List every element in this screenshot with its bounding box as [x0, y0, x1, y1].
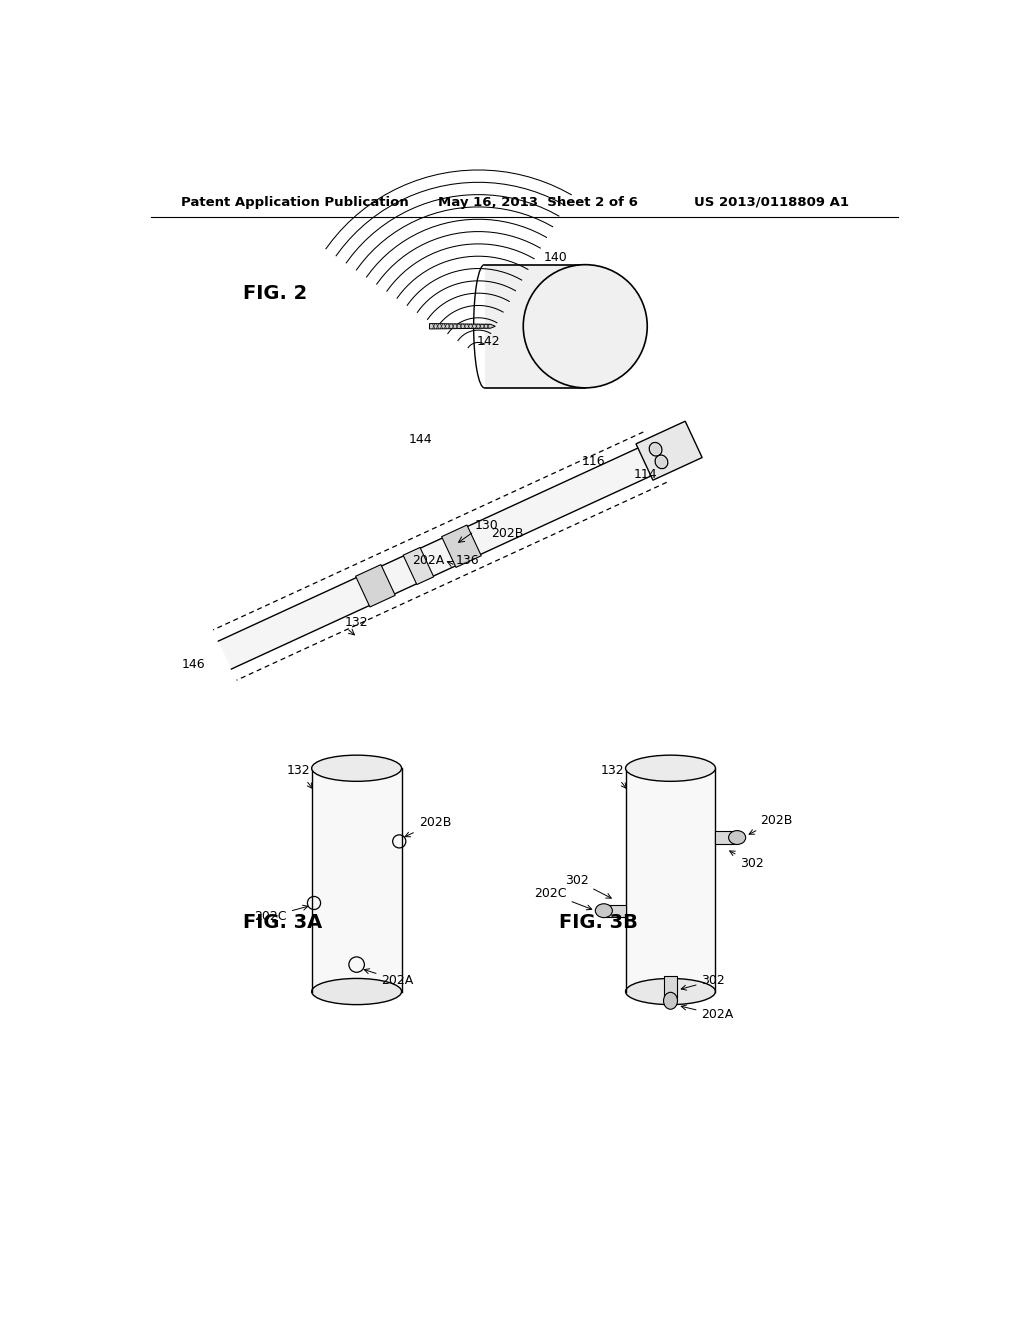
- Text: 202C: 202C: [254, 906, 308, 923]
- Text: 202B: 202B: [750, 813, 793, 834]
- Polygon shape: [403, 548, 434, 585]
- Text: 202A: 202A: [681, 1005, 734, 1022]
- Text: FIG. 3A: FIG. 3A: [243, 913, 322, 932]
- Ellipse shape: [656, 457, 667, 467]
- Ellipse shape: [595, 904, 612, 917]
- Text: 132: 132: [601, 764, 627, 788]
- Polygon shape: [311, 768, 401, 991]
- Text: 202A: 202A: [365, 969, 414, 987]
- Text: May 16, 2013  Sheet 2 of 6: May 16, 2013 Sheet 2 of 6: [438, 195, 638, 209]
- Text: 116: 116: [582, 455, 605, 467]
- Text: 202B: 202B: [406, 816, 451, 837]
- Text: 302: 302: [730, 851, 764, 870]
- Text: 140: 140: [544, 251, 567, 264]
- Ellipse shape: [311, 978, 401, 1005]
- Polygon shape: [604, 904, 626, 917]
- Polygon shape: [636, 421, 702, 480]
- Polygon shape: [716, 832, 737, 843]
- Text: 144: 144: [410, 433, 433, 446]
- Ellipse shape: [626, 755, 716, 781]
- Text: 302: 302: [564, 874, 611, 898]
- Ellipse shape: [651, 444, 660, 454]
- Text: 202C: 202C: [535, 887, 592, 909]
- Text: FIG. 2: FIG. 2: [243, 284, 307, 302]
- Polygon shape: [441, 525, 481, 568]
- Text: 202B: 202B: [490, 527, 523, 540]
- Text: 202A: 202A: [413, 554, 444, 568]
- Text: FIG. 3B: FIG. 3B: [559, 913, 638, 932]
- Text: 302: 302: [681, 974, 725, 990]
- Polygon shape: [484, 264, 586, 388]
- Polygon shape: [665, 977, 677, 1001]
- Text: 132: 132: [287, 764, 312, 788]
- Text: 136: 136: [456, 554, 479, 566]
- Text: 142: 142: [476, 335, 500, 347]
- Polygon shape: [218, 444, 662, 669]
- Circle shape: [523, 264, 647, 388]
- Ellipse shape: [729, 830, 745, 845]
- Text: US 2013/0118809 A1: US 2013/0118809 A1: [693, 195, 849, 209]
- Text: 114: 114: [634, 469, 657, 480]
- Polygon shape: [626, 768, 716, 991]
- Text: Patent Application Publication: Patent Application Publication: [180, 195, 409, 209]
- Text: 132: 132: [345, 616, 369, 628]
- Ellipse shape: [626, 978, 716, 1005]
- Ellipse shape: [664, 993, 678, 1010]
- Text: 146: 146: [182, 659, 206, 671]
- Text: 130: 130: [475, 519, 499, 532]
- Polygon shape: [355, 565, 395, 607]
- Polygon shape: [429, 323, 496, 329]
- Ellipse shape: [311, 755, 401, 781]
